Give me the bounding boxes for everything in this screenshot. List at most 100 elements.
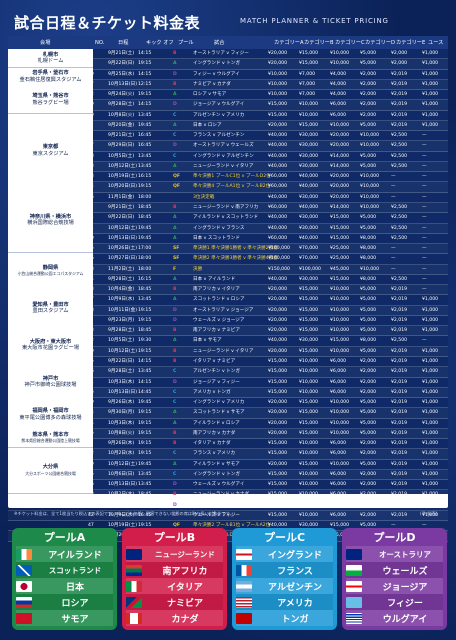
ticket-price: ¥5,000 [360,317,377,323]
ticket-price: ¥1,000 [422,389,439,395]
ticket-price: ¥10,000 [299,379,318,385]
match-name: イングランド v アルゼンチン [193,153,254,159]
match-date: 9月26日(木) [108,441,135,447]
pool-card: プールD オーストラリア ウェールズ ジョージア フィジー ウルグアイ [342,528,447,630]
header-date: 日程 [118,40,129,46]
ticket-price: ¥15,000 [330,235,349,241]
pool-letter: A [173,61,177,67]
match-name: スコットランド v サモア [193,410,245,416]
kickoff-time: 19:15 [138,348,152,354]
ticket-price: ¥10,000 [330,461,349,467]
ticket-price: ¥10,000 [360,184,379,190]
pool-team: ロシア [16,594,113,610]
pool-letter: D [173,102,177,108]
ticket-price: ¥15,000 [268,379,287,385]
ticket-price: ¥10,000 [330,297,349,303]
ticket-price: ¥2,019 [391,287,408,293]
ticket-price: ¥20,000 [268,420,287,426]
ticket-price: ¥20,000 [330,184,349,190]
ticket-price: — [391,184,396,190]
ticket-price: ¥5,000 [360,430,377,436]
match-name: オーストラリア v ジョージア [193,307,254,313]
ticket-price: ¥10,000 [360,194,379,200]
ticket-price: ¥2,000 [360,112,377,118]
match-name: 3位決定戦 [193,194,215,200]
team-name: トンガ [281,614,309,625]
match-name: アイルランド v スコットランド [193,215,259,221]
ticket-price: — [422,225,427,231]
match-name: フィジー v ウルグアイ [193,71,240,77]
header-cat-e: カテゴリーE [396,40,426,46]
ticket-price: ¥20,000 [268,307,287,313]
ticket-price: ¥100,000 [268,246,290,252]
ticket-price: ¥1,000 [422,71,439,77]
match-date: 9月20日(金) [108,122,135,128]
ticket-price: ¥1,000 [422,369,439,375]
match-name: イングランド v アメリカ [193,400,245,406]
team-name: フィジー [387,598,423,609]
ticket-price: ¥4,000 [330,92,347,98]
ticket-price: ¥20,000 [330,174,349,180]
pool-team: フィジー [346,594,443,610]
ticket-price: ¥1,000 [422,307,439,313]
match-name: イングランド v トンガ [193,471,240,477]
ticket-price: — [422,338,427,344]
ticket-price: ¥30,000 [299,194,318,200]
ticket-price: ¥2,019 [391,102,408,108]
kickoff-time: 14:45 [138,389,152,395]
pool-letter: D [173,502,177,508]
ticket-price: ¥1,000 [422,471,439,477]
flag-icon [236,596,252,608]
ticket-price: ¥20,000 [330,194,349,200]
ticket-price: ¥2,019 [391,512,408,518]
pool-letter: C [173,400,177,406]
ticket-price: ¥100,000 [299,266,321,272]
team-name: ニュージーランド [155,549,215,559]
ticket-price: ¥1,000 [422,92,439,98]
team-name: ロシア [61,598,89,609]
match-date: 10月26日(土) [108,246,138,252]
ticket-price: ¥70,000 [299,256,318,262]
ticket-price: — [422,194,427,200]
match-date: 9月23日(月) [108,317,135,323]
ticket-price: ¥1,000 [422,358,439,364]
pool-letter: B [173,287,177,293]
ticket-price: ¥10,000 [330,430,349,436]
ticket-price: ¥40,000 [268,153,287,159]
match-name: 準々決勝1 プールC1位 v プールD2位 [193,174,271,180]
match-name: スコットランド v ロシア [193,297,245,303]
venue-cell: 大分県 大分スポーツ公園総合競技場 [8,447,93,495]
match-name: アイルランド v ロシア [193,420,240,426]
ticket-price: ¥15,000 [330,215,349,221]
ticket-price: ¥15,000 [330,338,349,344]
match-date: 10月19日(土) [108,523,138,529]
pool-letter: A [173,420,177,426]
ticket-price: ¥2,019 [391,317,408,323]
venue-cell: 岩手県・釜石市 釜石鵜住居復興スタジアム [8,67,93,87]
ticket-price: ¥1,000 [422,317,439,323]
match-name: 日本 v スコットランド [193,235,240,241]
ticket-price: ¥60,000 [268,174,287,180]
ticket-price: ¥10,000 [360,266,379,272]
ticket-price: ¥15,000 [330,523,349,529]
team-name: スコットランド [48,565,102,575]
ticket-price: ¥40,000 [268,338,287,344]
venue-cell: 神戸市 神戸市御崎公園球技場 [8,364,93,402]
ticket-price: ¥10,000 [268,71,287,77]
pool-card: プールA アイルランド スコットランド 日本 ロシア サモア [12,528,117,630]
venue-stadium: 神戸市御崎公園球技場 [24,382,77,389]
flag-icon [236,548,252,560]
team-name: オーストラリア [378,549,432,559]
ticket-price: — [422,235,427,241]
match-name: 南アフリカ v イタリア [193,287,240,293]
ticket-price: ¥8,000 [360,338,377,344]
match-name: フランス v アルゼンチン [193,133,245,139]
kickoff-time: 18:45 [138,215,152,221]
ticket-price: ¥1,000 [422,122,439,128]
ticket-price: ¥70,000 [299,246,318,252]
ticket-price: ¥2,019 [391,81,408,87]
